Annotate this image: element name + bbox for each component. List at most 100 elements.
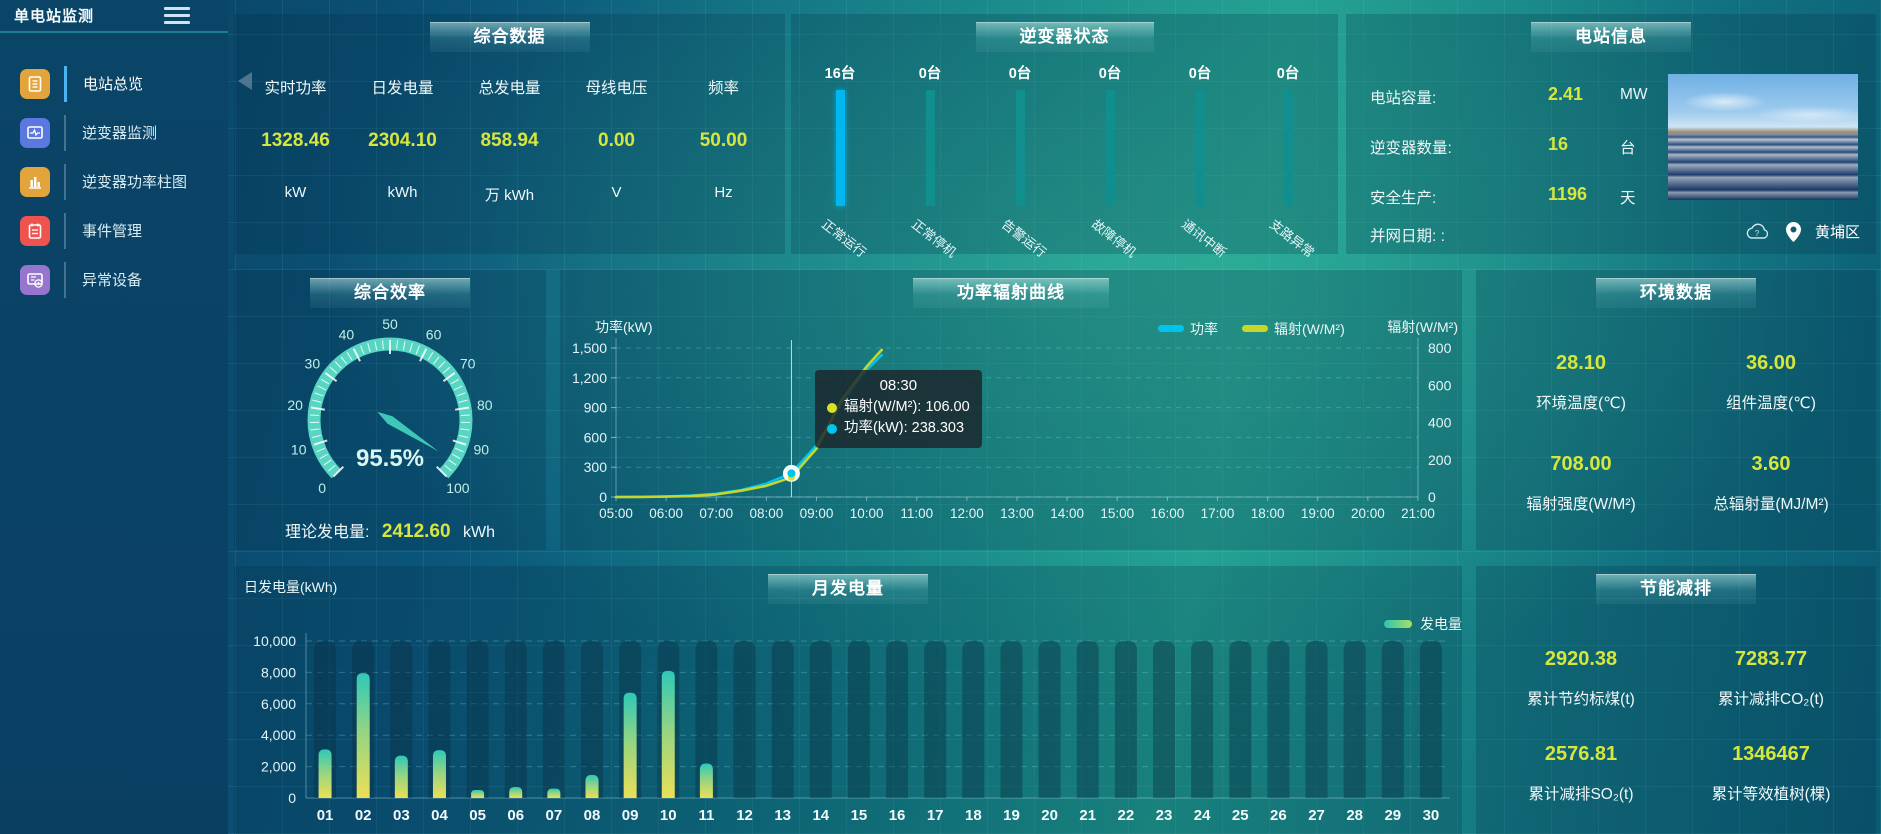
chart-text: 04 [431,807,448,824]
station-info-row: 安全生产: 1196 天 [1370,184,1670,208]
sidebar-item-label: 逆变器监测 [82,125,158,142]
sidebar-item-1[interactable]: 电站总览 [0,59,228,108]
theoretical-generation: 理论发电量: 2412.60 kWh [234,518,546,543]
sidebar-item-3[interactable]: 逆变器功率柱图 [0,157,228,206]
app-title: 单电站监测 [14,8,95,25]
gauge-tick [360,345,365,355]
stat-value: 1346467 [1732,743,1810,765]
metric-label: 总发电量 [478,80,541,97]
stat-value: 28.10 [1555,352,1607,374]
chart-text: 28 [1346,807,1363,824]
inverter-count-label: 0台 [918,66,942,82]
stat-value: 2576.81 [1544,743,1618,765]
monthly-generation-chart[interactable]: 日发电量(kWh) 0 2,000 4,000 6,000 8,000 10,000 01 02… [234,566,1462,834]
tooltip-row: 辐射(W/M²): 106.00 [827,397,970,418]
sidebar: 单电站监测 电站总览逆变器监测逆变器功率柱图 事件管理 异常设备 [0,0,228,834]
inverter-monitor-icon [20,117,50,148]
panel-collapse-arrow[interactable] [238,72,252,90]
sidebar-item-5[interactable]: 异常设备 [0,255,228,304]
location-pin-icon[interactable] [1785,221,1801,242]
summary-metrics: 实时功率 1328.46 kW 日发电量 2304.10 kWh 总发电量 858.94 万 k… [234,62,785,254]
weather-cloud-icon[interactable]: ? [1744,222,1772,242]
chart-text: 21:00 [1401,506,1435,521]
summary-metric: 频率 50.00 Hz [670,62,777,254]
theoretical-generation-unit: kWh [463,524,496,541]
chart-text: 200 [1428,452,1452,468]
panel-energy-saving: 节能减排 2920.38 累计节约标煤(t) 7283.77 累计减排CO₂(t) 25… [1476,566,1876,834]
inverter-status-column: 0台 故障停机 [1078,62,1142,260]
menu-divider [64,261,66,298]
chart-text: 10 [660,807,677,824]
legend-swatch[interactable] [1242,325,1268,332]
bar-shadow [1076,641,1099,798]
panel-title: 综合效率 [310,278,470,308]
legend-label[interactable]: 发电量 [1420,616,1462,632]
inverter-status-column: 0台 正常停机 [898,62,962,260]
bar-value [585,774,599,798]
chart-text: 40 [339,326,355,342]
station-info-label: 并网日期: : [1370,228,1445,245]
bar-value [547,788,561,798]
efficiency-gauge: 0 10 20 30 40 50 60 70 80 90 100 95.5% [287,316,493,496]
summary-metric: 实时功率 1328.46 kW [242,62,349,254]
theoretical-generation-label: 理论发电量: [284,524,370,541]
bar-shadow [1191,641,1214,798]
bar-shadow [1267,641,1290,798]
gauge-tick [433,356,440,365]
chart-text: 50 [382,316,398,332]
gauge-tick [313,439,328,446]
station-info-label: 逆变器数量: [1370,140,1452,157]
station-location[interactable]: 黄埔区 [1814,224,1860,241]
bar-shadow [886,641,909,798]
metric-label: 实时功率 [264,80,327,97]
stat-label: 辐射强度(W/M²) [1526,496,1636,513]
chart-text: 辐射(W/M²) [1387,319,1458,335]
gauge-tick [456,392,466,397]
chart-text: 26 [1270,807,1287,824]
chart-text: 30 [305,356,321,372]
gauge-tick [442,366,451,374]
sidebar-item-label: 电站总览 [83,76,144,93]
inverter-status-category: 通讯中断 [1168,214,1232,260]
legend-swatch[interactable] [1384,620,1412,628]
sidebar-item-4[interactable]: 事件管理 [0,206,228,255]
gauge-tick [460,428,470,431]
chart-text: 1,200 [572,370,607,386]
inverter-count-label: 0台 [1188,66,1212,82]
inverter-status-column: 0台 支路异常 [1256,62,1320,260]
gauge-tick [438,361,446,369]
station-info-value: 2.41 [1548,84,1584,104]
stat-label: 组件温度(℃) [1726,395,1816,412]
chart-text: 12:00 [950,506,984,521]
gauge-tick [374,341,378,351]
bar-shadow [924,641,947,798]
tooltip-time: 08:30 [879,377,918,394]
chart-text: 25 [1232,807,1249,824]
menu-divider [64,212,66,249]
bar-shadow [504,641,527,798]
chart-text: 06:00 [649,506,683,521]
bar-shadow [695,641,718,798]
inverter-status-column: 0台通讯中断 [1168,62,1232,260]
chart-text: 05:00 [599,506,633,521]
energy-saving-stats: 2920.38 累计节约标煤(t) 7283.77 累计减排CO₂(t) 2576.81… [1476,614,1876,834]
menu-divider [64,65,67,102]
chart-text: 02 [355,807,372,824]
panel-title: 综合数据 [429,22,590,52]
hamburger-menu-icon[interactable] [164,3,190,28]
inverter-power-bars-icon [20,166,50,197]
bar-value [471,789,485,798]
metric-unit: kWh [387,184,418,201]
legend-label[interactable]: 辐射(W/M²) [1274,321,1345,337]
chart-text: 2,000 [261,759,296,775]
legend-swatch[interactable] [1158,325,1184,332]
bar-shadow [962,641,985,798]
power-radiation-chart[interactable]: 功率(kW) 辐射(W/M²) 功率 辐射(W/M²) 0 300 600 900 1,200 1… [560,270,1462,550]
gauge-tick [460,414,470,417]
chart-text: 80 [477,397,493,413]
legend-label[interactable]: 功率 [1190,321,1218,337]
menu-divider [64,163,66,200]
stat-item: 2576.81 累计减排SO₂(t) [1486,721,1676,816]
sidebar-item-2[interactable]: 逆变器监测 [0,108,228,157]
station-footer: ? 黄埔区 [1744,221,1860,242]
